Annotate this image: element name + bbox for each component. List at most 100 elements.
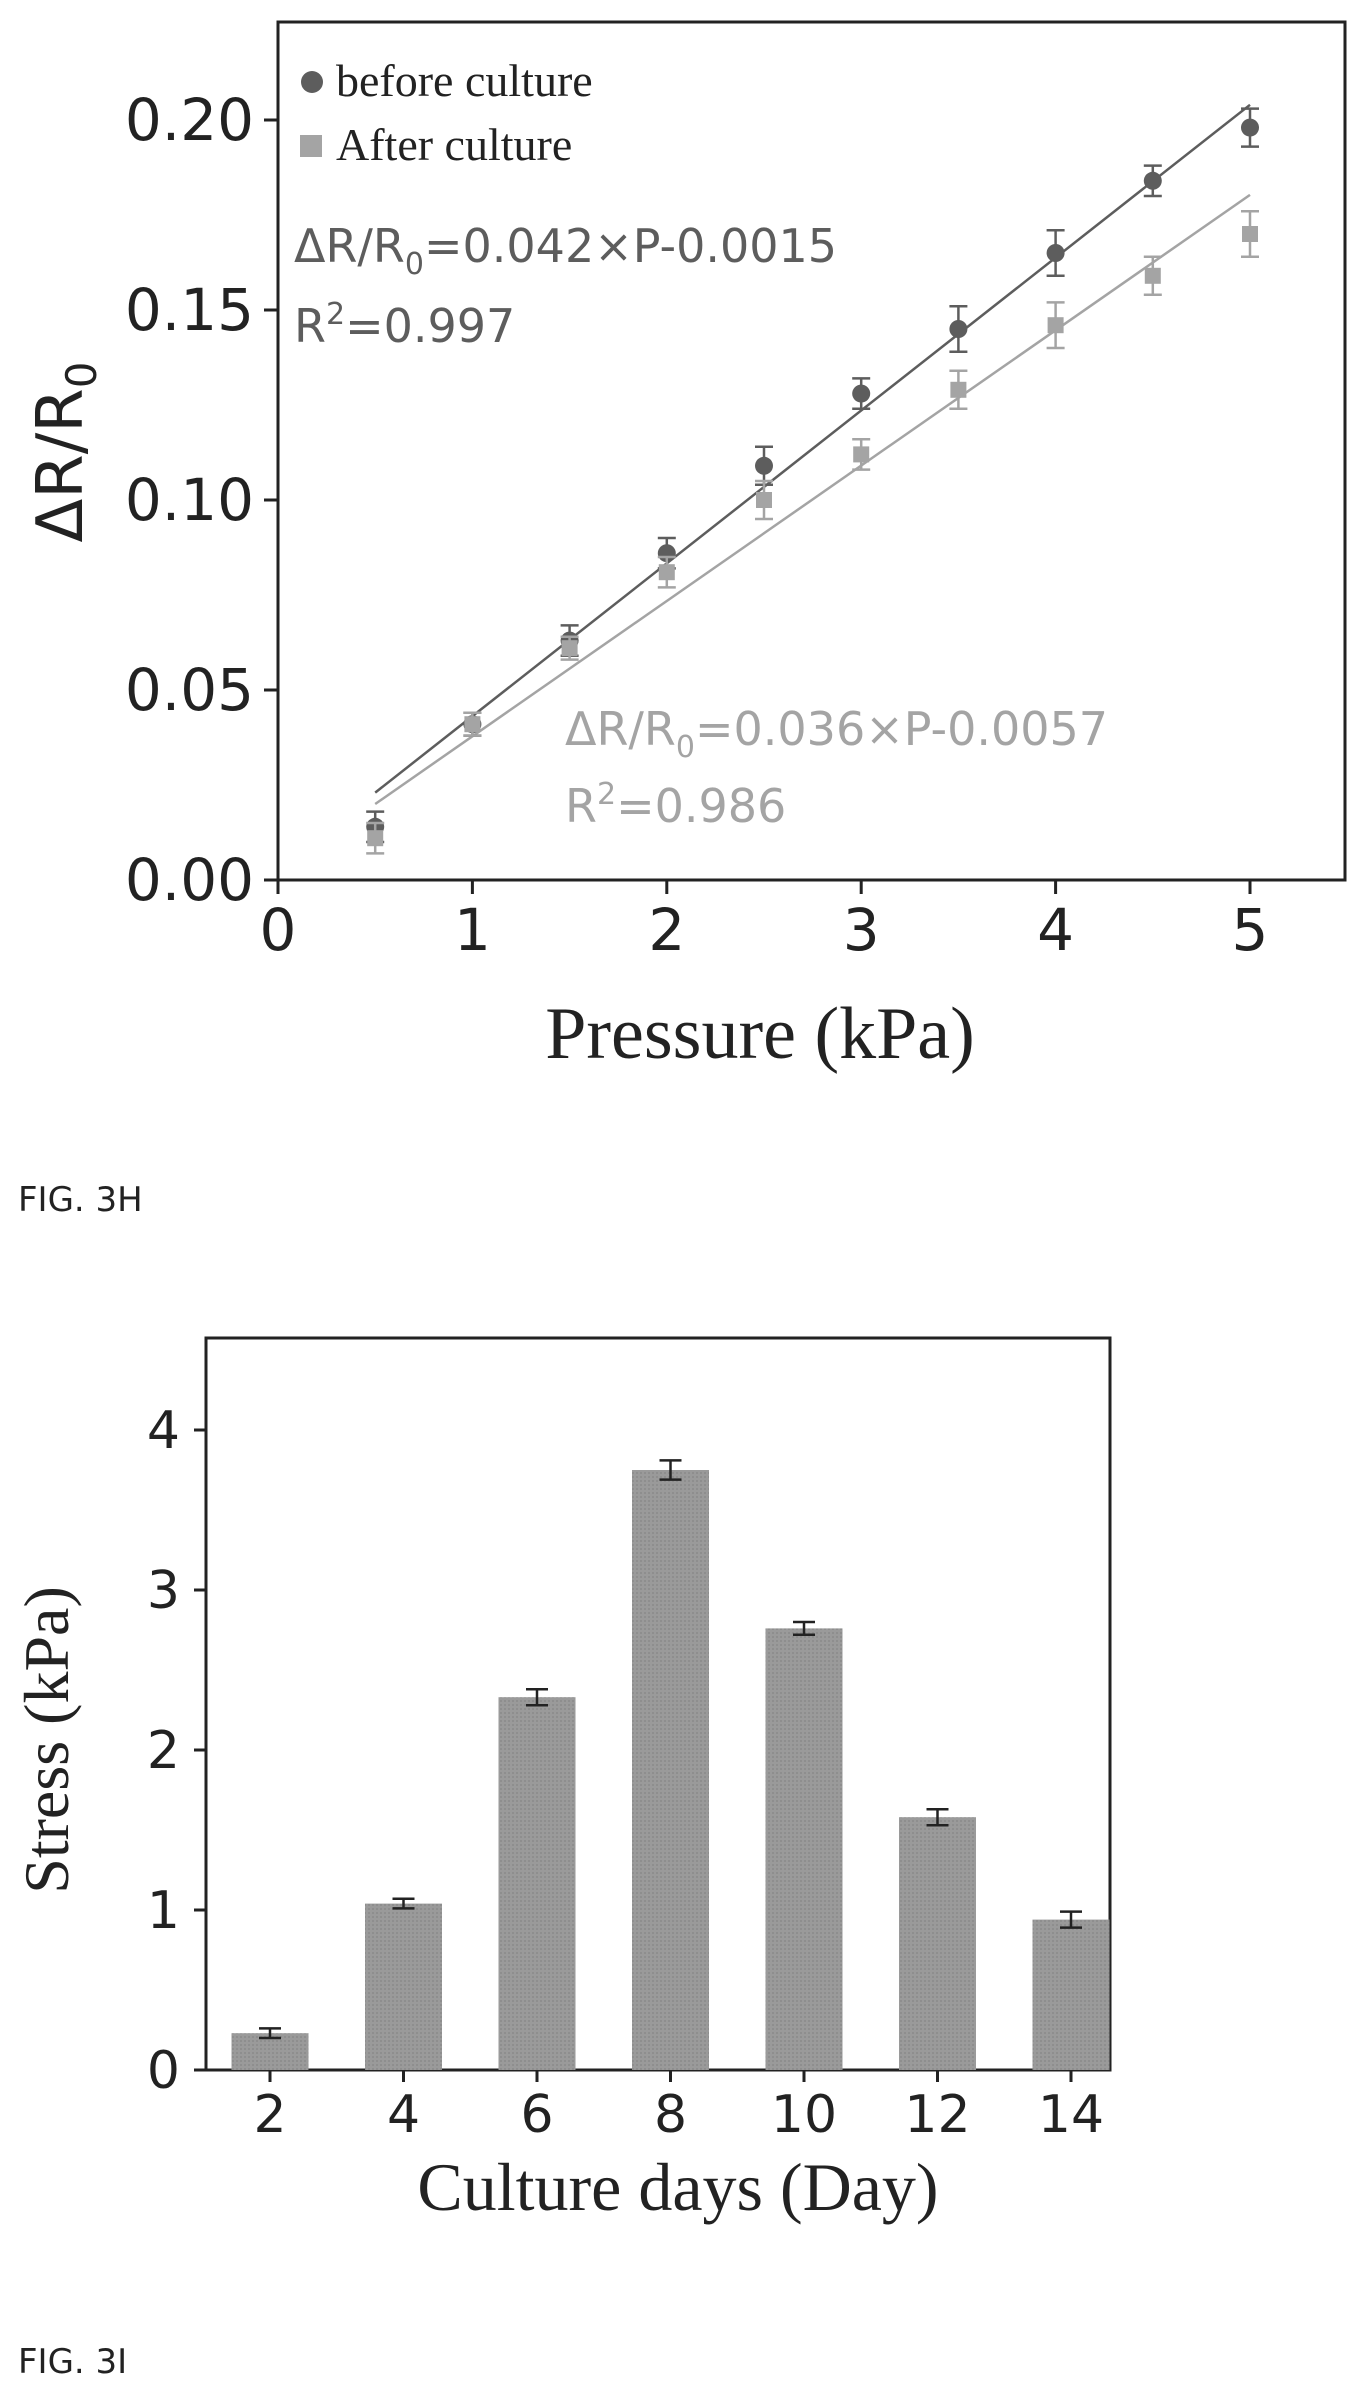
bar-8 xyxy=(632,1459,709,2070)
point-after xyxy=(755,479,773,521)
fit-equation-after: ΔR/R0=0.036×P-0.0057 xyxy=(565,702,1108,765)
point-after xyxy=(366,821,385,855)
figure-label-3h: FIG. 3H xyxy=(18,1180,143,1220)
marker-circle xyxy=(755,456,773,475)
bar-y-axis-label: Stress (kPa) xyxy=(11,1586,82,1894)
point-after xyxy=(1241,209,1259,259)
fit-r2-after-prefix: R xyxy=(565,779,597,833)
chart-legend: before culture After culture xyxy=(300,55,593,170)
point-before xyxy=(1241,107,1259,148)
bar-y-tick-label: 0 xyxy=(147,2041,180,2101)
pressure-response-chart: 0 1 2 3 4 5 0.00 0.05 0.10 0.15 0.20 before cultur… xyxy=(24,20,1347,1075)
point-after xyxy=(463,711,482,737)
bar-6 xyxy=(498,1687,576,2070)
bar-x-tick-label: 10 xyxy=(771,2085,837,2145)
plot-frame xyxy=(276,20,1347,882)
bar-plot-frame xyxy=(204,1336,1112,2072)
marker-circle xyxy=(1143,171,1162,190)
x-tick-label: 3 xyxy=(843,896,880,964)
x-axis-label: Pressure (kPa) xyxy=(545,993,975,1075)
bar-rect xyxy=(365,1903,442,2070)
fit-r2-before-rest: =0.997 xyxy=(345,299,515,353)
marker-circle xyxy=(852,384,871,403)
fit-r2-before-sup: 2 xyxy=(326,297,345,332)
marker-square xyxy=(561,640,578,657)
fit-annotation-after: ΔR/R0=0.036×P-0.0057 R2=0.986 xyxy=(565,702,1108,833)
marker-square xyxy=(950,381,967,398)
marker-square xyxy=(658,564,675,581)
bar-x-axis-label: Culture days (Day) xyxy=(417,2149,938,2225)
marker-circle xyxy=(949,320,968,338)
bar-x-tick-label: 14 xyxy=(1038,2085,1104,2145)
point-before xyxy=(1046,228,1065,278)
point-after xyxy=(949,369,968,411)
y-tick-label: 0.15 xyxy=(125,276,254,344)
fit-line-after xyxy=(374,193,1251,806)
legend-marker-before xyxy=(301,71,323,93)
x-tick-label: 2 xyxy=(648,896,685,964)
bar-rect xyxy=(1032,1919,1110,2070)
figure-label-3i: FIG. 3I xyxy=(18,2342,128,2382)
legend-marker-after xyxy=(300,135,322,157)
bar-10 xyxy=(765,1620,843,2070)
fit-equation-before-rest: =0.042×P-0.0015 xyxy=(424,219,837,273)
fit-equation-after-rest: =0.036×P-0.0057 xyxy=(695,702,1108,756)
marker-square xyxy=(756,492,772,508)
fit-equation-before-prefix: ΔR/R xyxy=(294,219,405,273)
bar-x-tick-label: 4 xyxy=(387,2085,420,2145)
bar-rect xyxy=(765,1628,843,2070)
legend-label-before: before culture xyxy=(336,55,593,106)
bar-y-tick-label: 3 xyxy=(147,1561,180,1621)
point-after xyxy=(1143,255,1162,297)
bar-rect xyxy=(899,1817,976,2070)
y-tick-label: 0.20 xyxy=(125,86,254,154)
bar-rect xyxy=(632,1470,709,2070)
bar-x-tick-label: 2 xyxy=(253,2085,286,2145)
marker-square xyxy=(1047,317,1064,334)
fit-equation-after-prefix: ΔR/R xyxy=(565,702,676,756)
bar-rect xyxy=(231,2033,309,2070)
bar-y-tick-label: 4 xyxy=(147,1401,180,1461)
marker-circle xyxy=(1046,244,1065,262)
y-tick-label: 0.00 xyxy=(125,846,254,914)
point-before xyxy=(852,377,871,411)
fit-r2-after-sup: 2 xyxy=(597,777,616,812)
bar-14 xyxy=(1032,1910,1110,2070)
marker-square xyxy=(1242,226,1258,242)
point-before xyxy=(755,445,773,487)
bar-rect xyxy=(498,1697,576,2070)
x-tick-label: 4 xyxy=(1037,896,1074,964)
point-after xyxy=(560,635,579,661)
x-tick-label: 1 xyxy=(454,896,491,964)
bar-y-tick-label: 2 xyxy=(147,1721,180,1781)
fit-r2-before-prefix: R xyxy=(294,299,326,353)
x-tick-label: 0 xyxy=(260,896,297,964)
marker-circle xyxy=(1241,118,1259,137)
fit-r2-after: R2=0.986 xyxy=(565,777,786,833)
bar-x-tick-label: 8 xyxy=(654,2085,687,2145)
bar-x-tick-label: 12 xyxy=(904,2085,970,2145)
marker-square xyxy=(464,716,481,733)
fit-equation-before: ΔR/R0=0.042×P-0.0015 xyxy=(294,219,837,282)
bar-4 xyxy=(365,1897,442,2070)
point-after xyxy=(657,555,676,589)
fit-r2-after-rest: =0.986 xyxy=(616,779,786,833)
point-before xyxy=(1143,164,1162,198)
point-after xyxy=(852,437,871,471)
y-tick-label: 0.10 xyxy=(125,466,254,534)
bar-y-tick-label: 1 xyxy=(147,1881,180,1941)
marker-square xyxy=(367,830,384,847)
fit-r2-before: R2=0.997 xyxy=(294,297,515,353)
point-before xyxy=(949,304,968,354)
fit-line-before xyxy=(374,103,1251,794)
y-tick-label: 0.05 xyxy=(125,656,254,724)
marker-square xyxy=(1144,267,1161,284)
y-axis-label-sub: 0 xyxy=(57,361,106,388)
y-axis-label: ΔR/R0 xyxy=(24,361,106,542)
legend-label-after: After culture xyxy=(336,119,572,170)
fit-annotation-before: ΔR/R0=0.042×P-0.0015 R2=0.997 xyxy=(294,219,837,353)
bar-12 xyxy=(899,1807,976,2070)
fit-equation-after-sub: 0 xyxy=(676,730,695,765)
y-axis-label-main: ΔR/R xyxy=(24,388,98,542)
x-tick-label: 5 xyxy=(1232,896,1269,964)
